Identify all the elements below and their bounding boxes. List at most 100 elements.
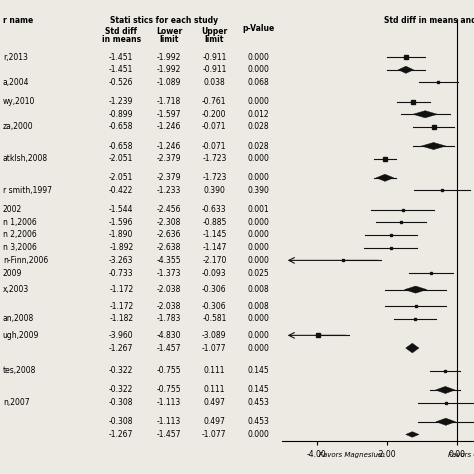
Text: n 3,2006: n 3,2006 [3, 243, 36, 252]
Text: n,2007: n,2007 [3, 398, 29, 407]
Text: -0.755: -0.755 [157, 385, 182, 394]
Text: 0.390: 0.390 [203, 186, 225, 195]
Text: -2.051: -2.051 [109, 154, 134, 163]
Text: Upper: Upper [201, 27, 228, 36]
Text: -1.267: -1.267 [109, 344, 134, 353]
Text: -0.911: -0.911 [202, 53, 227, 62]
Polygon shape [406, 432, 419, 437]
Text: an,2008: an,2008 [3, 314, 34, 323]
Text: -1.457: -1.457 [157, 344, 182, 353]
Text: -0.422: -0.422 [109, 186, 134, 195]
Text: 0.001: 0.001 [247, 205, 269, 214]
Text: 0.008: 0.008 [247, 301, 269, 310]
Text: -1.892: -1.892 [109, 243, 133, 252]
Text: -3.960: -3.960 [109, 331, 134, 340]
Text: 2009: 2009 [3, 269, 22, 278]
Text: -2.456: -2.456 [157, 205, 182, 214]
Polygon shape [436, 386, 455, 393]
Text: Favors Magnesium: Favors Magnesium [319, 452, 385, 458]
Text: 0.145: 0.145 [247, 385, 269, 394]
Polygon shape [406, 343, 419, 353]
Text: limit: limit [160, 36, 179, 45]
Text: -0.306: -0.306 [202, 285, 227, 294]
Text: 0.390: 0.390 [247, 186, 269, 195]
Text: Std diff: Std diff [105, 27, 137, 36]
Text: 0.068: 0.068 [247, 78, 269, 87]
Text: 0.111: 0.111 [204, 366, 225, 375]
Text: 0.000: 0.000 [247, 230, 269, 239]
Text: -0.322: -0.322 [109, 366, 134, 375]
Text: -0.322: -0.322 [109, 385, 134, 394]
Text: 0.000: 0.000 [247, 430, 269, 439]
Text: -0.899: -0.899 [109, 110, 134, 119]
Text: n 2,2006: n 2,2006 [3, 230, 36, 239]
Text: a,2004: a,2004 [3, 78, 29, 87]
Text: r smith,1997: r smith,1997 [3, 186, 52, 195]
Text: p-Value: p-Value [242, 24, 274, 33]
Text: 0.000: 0.000 [247, 53, 269, 62]
Text: r,2013: r,2013 [3, 53, 27, 62]
Text: -0.071: -0.071 [202, 142, 227, 151]
Text: -0.093: -0.093 [202, 269, 227, 278]
Text: 0.000: 0.000 [247, 243, 269, 252]
Text: -2.038: -2.038 [157, 301, 182, 310]
Text: -2.170: -2.170 [202, 256, 227, 265]
Text: -1.373: -1.373 [157, 269, 182, 278]
Text: 0.000: 0.000 [247, 314, 269, 323]
Text: -1.451: -1.451 [109, 53, 134, 62]
Text: -1.267: -1.267 [109, 430, 134, 439]
Text: -1.077: -1.077 [202, 430, 227, 439]
Text: -1.723: -1.723 [202, 154, 227, 163]
Text: -1.544: -1.544 [109, 205, 134, 214]
Text: -1.172: -1.172 [109, 285, 133, 294]
Text: -0.581: -0.581 [202, 314, 227, 323]
Text: 0.000: 0.000 [247, 97, 269, 106]
Text: in means: in means [102, 36, 141, 45]
Text: -1.113: -1.113 [157, 417, 182, 426]
Polygon shape [376, 174, 394, 182]
Text: -1.723: -1.723 [202, 173, 227, 182]
Text: -2.638: -2.638 [157, 243, 182, 252]
Text: -0.658: -0.658 [109, 122, 134, 131]
Text: -3.089: -3.089 [202, 331, 227, 340]
Text: 0.497: 0.497 [203, 398, 225, 407]
Text: ugh,2009: ugh,2009 [3, 331, 39, 340]
Text: -0.306: -0.306 [202, 301, 227, 310]
Text: 0.145: 0.145 [247, 366, 269, 375]
Text: Lower: Lower [156, 27, 182, 36]
Text: -1.089: -1.089 [157, 78, 182, 87]
Polygon shape [436, 418, 456, 425]
Text: -3.263: -3.263 [109, 256, 134, 265]
Text: -1.182: -1.182 [109, 314, 133, 323]
Text: 0.012: 0.012 [247, 110, 269, 119]
Polygon shape [421, 143, 446, 150]
Text: -0.658: -0.658 [109, 142, 134, 151]
Text: 2002: 2002 [3, 205, 22, 214]
Text: -2.379: -2.379 [157, 154, 182, 163]
Text: -1.246: -1.246 [157, 142, 182, 151]
Text: 0.000: 0.000 [247, 154, 269, 163]
Polygon shape [398, 66, 414, 73]
Text: -0.200: -0.200 [202, 110, 227, 119]
Text: -1.718: -1.718 [157, 97, 182, 106]
Text: wy,2010: wy,2010 [3, 97, 35, 106]
Text: -0.071: -0.071 [202, 122, 227, 131]
Text: -1.077: -1.077 [202, 344, 227, 353]
Text: -0.733: -0.733 [109, 269, 134, 278]
Text: 0.038: 0.038 [203, 78, 225, 87]
Text: -1.246: -1.246 [157, 122, 182, 131]
Text: -1.113: -1.113 [157, 398, 182, 407]
Text: -1.597: -1.597 [157, 110, 182, 119]
Text: -0.308: -0.308 [109, 398, 134, 407]
Text: -1.172: -1.172 [109, 301, 133, 310]
Text: -4.830: -4.830 [157, 331, 182, 340]
Text: 0.025: 0.025 [247, 269, 269, 278]
Text: -0.755: -0.755 [157, 366, 182, 375]
Text: -0.885: -0.885 [202, 218, 227, 227]
Text: 0.000: 0.000 [247, 65, 269, 74]
Text: 0.453: 0.453 [247, 398, 269, 407]
Text: -0.911: -0.911 [202, 65, 227, 74]
Text: 0.028: 0.028 [247, 122, 269, 131]
Text: -2.051: -2.051 [109, 173, 134, 182]
Polygon shape [413, 111, 438, 118]
